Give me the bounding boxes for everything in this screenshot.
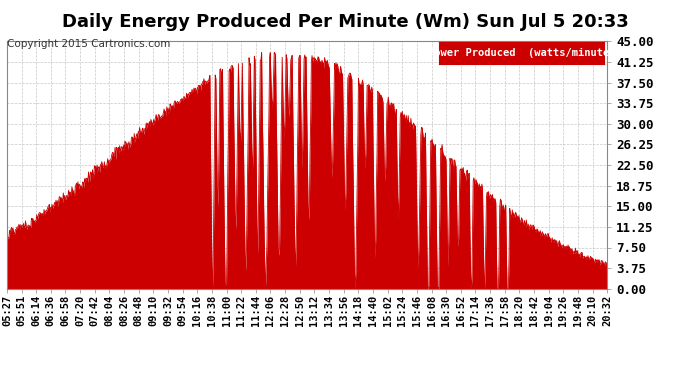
- Text: Daily Energy Produced Per Minute (Wm) Sun Jul 5 20:33: Daily Energy Produced Per Minute (Wm) Su…: [61, 13, 629, 31]
- Text: Copyright 2015 Cartronics.com: Copyright 2015 Cartronics.com: [7, 39, 170, 50]
